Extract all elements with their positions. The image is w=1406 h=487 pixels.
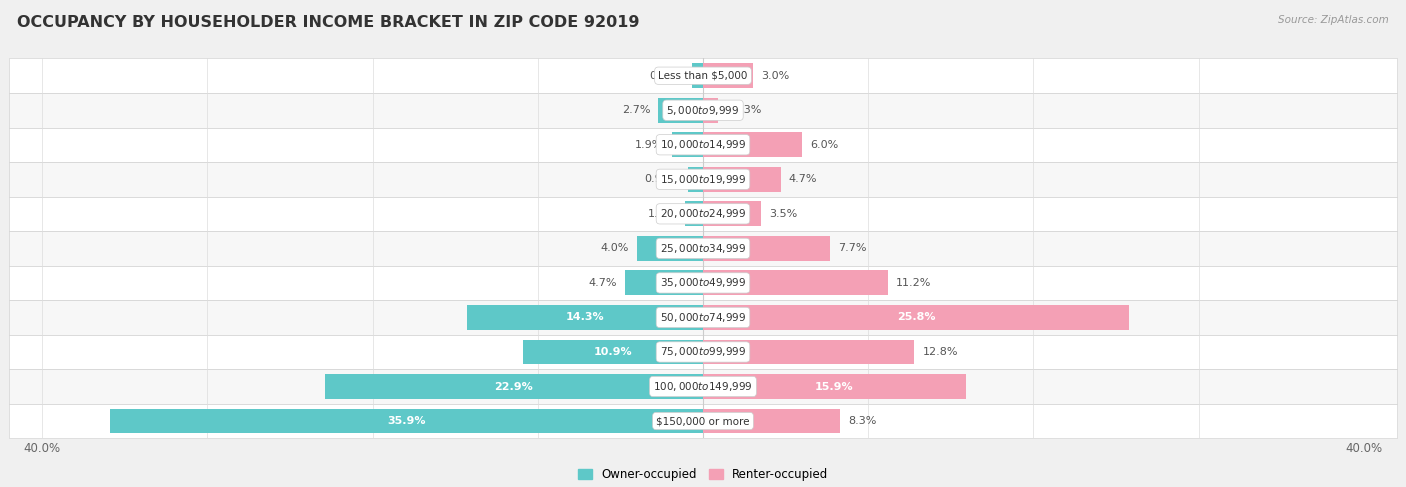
Bar [703, 339, 914, 364]
Bar [703, 132, 801, 157]
Bar [10, 197, 1396, 231]
Text: $5,000 to $9,999: $5,000 to $9,999 [666, 104, 740, 117]
Text: 22.9%: 22.9% [495, 381, 533, 392]
Text: Less than $5,000: Less than $5,000 [658, 71, 748, 81]
Bar [10, 335, 1396, 369]
Text: 8.3%: 8.3% [848, 416, 877, 426]
Bar [637, 236, 703, 261]
Text: 10.9%: 10.9% [593, 347, 633, 357]
Bar [703, 305, 1129, 330]
Text: $75,000 to $99,999: $75,000 to $99,999 [659, 345, 747, 358]
Bar [692, 63, 703, 88]
Text: $25,000 to $34,999: $25,000 to $34,999 [659, 242, 747, 255]
Bar [658, 98, 703, 123]
Bar [703, 167, 780, 192]
Text: $50,000 to $74,999: $50,000 to $74,999 [659, 311, 747, 324]
Bar [110, 409, 703, 433]
Text: OCCUPANCY BY HOUSEHOLDER INCOME BRACKET IN ZIP CODE 92019: OCCUPANCY BY HOUSEHOLDER INCOME BRACKET … [17, 15, 640, 30]
Text: 7.7%: 7.7% [838, 244, 868, 253]
Text: 4.0%: 4.0% [600, 244, 628, 253]
Bar [685, 202, 703, 226]
Bar [10, 300, 1396, 335]
Bar [703, 202, 761, 226]
Text: $20,000 to $24,999: $20,000 to $24,999 [659, 207, 747, 220]
Text: Source: ZipAtlas.com: Source: ZipAtlas.com [1278, 15, 1389, 25]
Text: 3.0%: 3.0% [761, 71, 789, 81]
Bar [10, 58, 1396, 93]
Bar [703, 270, 889, 295]
Text: 6.0%: 6.0% [810, 140, 838, 150]
Bar [672, 132, 703, 157]
Text: $10,000 to $14,999: $10,000 to $14,999 [659, 138, 747, 151]
Text: 2.7%: 2.7% [621, 105, 650, 115]
Bar [10, 404, 1396, 438]
Bar [10, 93, 1396, 128]
Bar [10, 231, 1396, 265]
Text: 15.9%: 15.9% [815, 381, 853, 392]
Text: 12.8%: 12.8% [922, 347, 959, 357]
Bar [626, 270, 703, 295]
Text: 25.8%: 25.8% [897, 313, 935, 322]
Text: 14.3%: 14.3% [565, 313, 605, 322]
Bar [10, 265, 1396, 300]
Bar [467, 305, 703, 330]
Text: 4.7%: 4.7% [789, 174, 817, 184]
Bar [523, 339, 703, 364]
Bar [10, 128, 1396, 162]
Bar [688, 167, 703, 192]
Text: 3.5%: 3.5% [769, 209, 797, 219]
Text: 0.93%: 0.93% [727, 105, 762, 115]
Text: $150,000 or more: $150,000 or more [657, 416, 749, 426]
Text: $100,000 to $149,999: $100,000 to $149,999 [654, 380, 752, 393]
Legend: Owner-occupied, Renter-occupied: Owner-occupied, Renter-occupied [572, 463, 834, 486]
Bar [325, 374, 703, 399]
Text: 0.65%: 0.65% [648, 71, 683, 81]
Text: 35.9%: 35.9% [387, 416, 426, 426]
Bar [10, 369, 1396, 404]
Bar [703, 409, 841, 433]
Text: 4.7%: 4.7% [589, 278, 617, 288]
Text: $15,000 to $19,999: $15,000 to $19,999 [659, 173, 747, 186]
Text: 11.2%: 11.2% [896, 278, 932, 288]
Text: 1.1%: 1.1% [648, 209, 676, 219]
Text: 1.9%: 1.9% [636, 140, 664, 150]
Text: 0.92%: 0.92% [644, 174, 679, 184]
Bar [703, 374, 966, 399]
Bar [703, 63, 752, 88]
Bar [703, 236, 830, 261]
Bar [10, 162, 1396, 197]
Text: $35,000 to $49,999: $35,000 to $49,999 [659, 277, 747, 289]
Bar [703, 98, 718, 123]
